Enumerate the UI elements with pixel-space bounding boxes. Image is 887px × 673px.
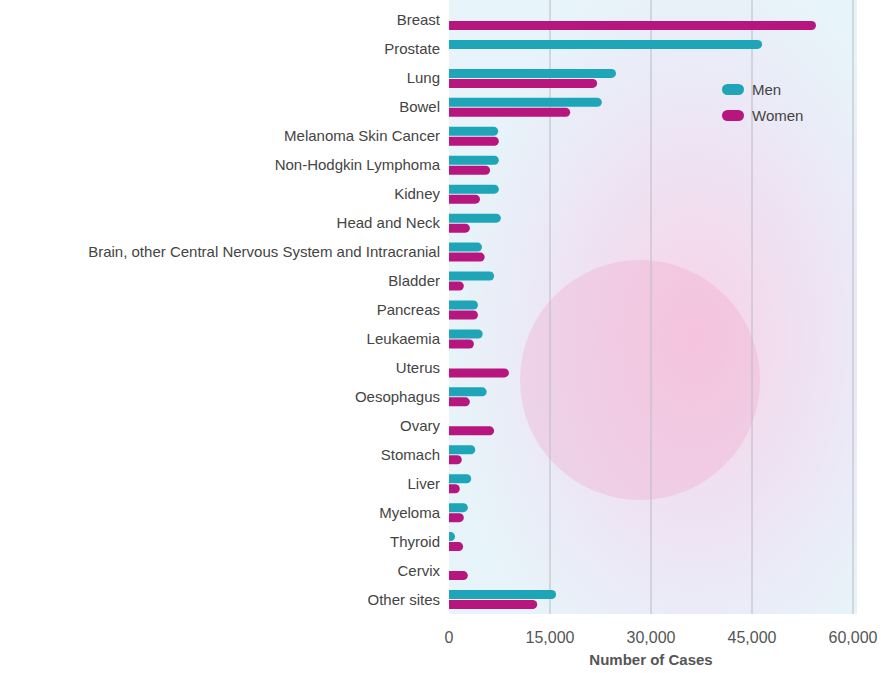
category-label: Bowel [399,98,440,115]
bar [449,253,485,262]
bar [449,339,474,348]
category-label: Kidney [394,185,440,202]
bar [449,79,597,88]
chart: 0 15,000 30,000 45,000 60,000 Number of Cases… [0,0,887,673]
category-label: Prostate [384,40,440,57]
category-label: Stomach [381,446,440,463]
bar [449,397,470,406]
bar [449,513,464,522]
category-label: Thyroid [390,533,440,550]
axis-title: Number of Cases [589,651,712,668]
category-label: Ovary [400,417,441,434]
bar [449,426,494,435]
bar [449,108,570,117]
category-label: Myeloma [379,504,441,521]
bar [449,455,462,464]
legend-label: Men [752,81,781,98]
tick-label: 0 [445,629,454,646]
bar [449,127,498,136]
bar [449,166,490,175]
bar [449,329,483,338]
bar [449,98,602,107]
bar [449,503,468,512]
category-label: Oesophagus [355,388,440,405]
bar [449,542,463,551]
bar [449,21,816,30]
bar [449,368,509,377]
bar [449,387,487,396]
bar [449,69,616,78]
bar [449,214,501,223]
category-label: Bladder [388,272,440,289]
bar [449,282,464,291]
bar [449,224,470,233]
bar [449,571,468,580]
bar [449,185,499,194]
category-label: Breast [397,11,441,28]
category-label: Cervix [397,562,440,579]
legend-swatch [722,110,744,121]
background [449,0,857,614]
category-label: Melanoma Skin Cancer [284,127,440,144]
bars [449,21,816,609]
bar [449,156,499,165]
bar [449,272,494,281]
category-label: Liver [407,475,440,492]
bar [449,40,762,49]
bar [449,484,460,493]
grid-line [550,0,551,614]
bar [449,195,480,204]
bar [449,243,482,252]
category-label: Leukaemia [367,330,441,347]
category-label: Uterus [396,359,440,376]
category-label: Non-Hodgkin Lymphoma [275,156,441,173]
bar [449,590,556,599]
legend-swatch [722,84,744,95]
tick-label: 60,000 [829,629,878,646]
background-cell [520,260,760,500]
category-label: Head and Neck [337,214,441,231]
category-label: Lung [407,69,440,86]
bar [449,600,537,609]
tick-label: 15,000 [526,629,575,646]
tick-label: 45,000 [728,629,777,646]
grid-line [651,0,652,614]
bar [449,301,478,310]
bar [449,137,499,146]
tick-label: 30,000 [627,629,676,646]
bar [449,532,455,541]
bar [449,445,475,454]
legend-label: Women [752,107,803,124]
category-label: Other sites [367,591,440,608]
grid-line [853,0,854,614]
bar [449,474,471,483]
bar [449,311,478,320]
category-label: Pancreas [377,301,440,318]
category-label: Brain, other Central Nervous System and … [88,243,440,260]
